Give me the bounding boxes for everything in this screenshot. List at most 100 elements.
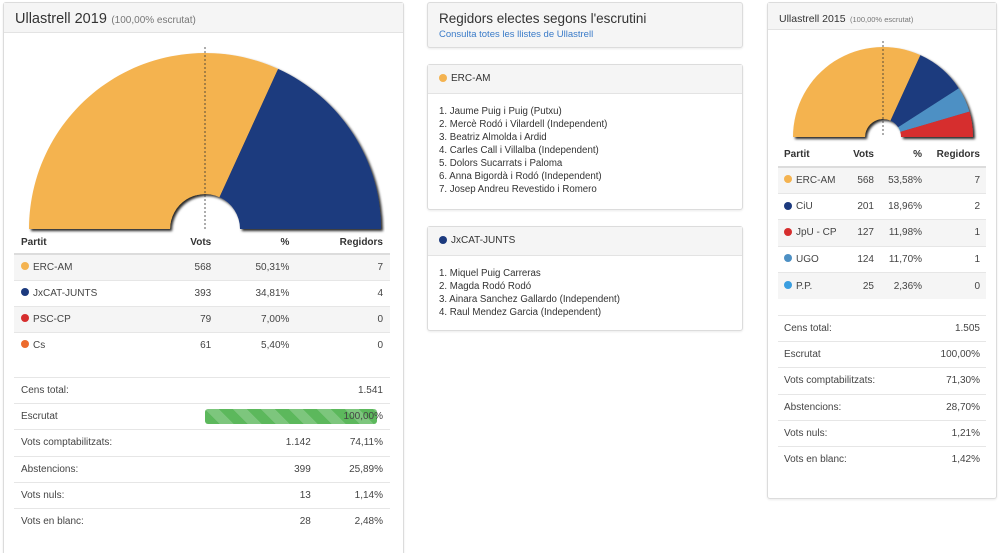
table-row: P.P. 25 2,36% 0 (778, 272, 986, 299)
stat-progress-cell (155, 403, 377, 430)
hemicycle-segment-jxcat-junts (219, 68, 381, 229)
hemicycle-segments (29, 52, 381, 230)
seats: 7 (296, 253, 390, 280)
seats: 2 (928, 192, 986, 220)
stat-label: Vots comptabilitzats: (778, 367, 917, 395)
list-header: JxCAT-JUNTS (428, 227, 742, 256)
votes: 79 (161, 305, 219, 332)
party-color-dot (784, 201, 792, 210)
stat-value: 399 (155, 455, 318, 483)
stat-row: Cens total: 1.505 (778, 314, 986, 342)
table-row: Cs 61 5,40% 0 (14, 331, 390, 358)
votes: 25 (845, 272, 880, 299)
party-results-table-2019: Partit Vots % Regidors ERC-AM 568 50,31%… (14, 232, 390, 358)
list-party-name: JxCAT-JUNTS (451, 235, 516, 246)
party-color-dot (21, 314, 29, 322)
stat-label: Abstencions: (778, 393, 917, 421)
list-header: ERC-AM (428, 65, 742, 94)
stat-pct: 1,14% (317, 481, 390, 509)
stat-row: Escrutat 100,00% (14, 403, 390, 430)
summary-stats-table-2015: Cens total: 1.505 Escrutat 100,00% Vots co… (778, 314, 986, 473)
list-item: 2. Mercè Rodó i Vilardell (Independent) (439, 119, 608, 130)
votes: 61 (161, 331, 219, 358)
stat-value: 1.142 (155, 429, 318, 457)
elected-councillors-header: Regidors electes segons l'escrutini Cons… (427, 2, 743, 48)
stat-label: Escrutat (14, 403, 156, 430)
stat-row: Vots en blanc: 28 2,48% (14, 507, 390, 535)
party-name: PSC-CP (33, 313, 71, 325)
col-header-party: Partit (778, 143, 846, 168)
party-color-dot (21, 288, 29, 296)
col-header-party: Partit (14, 232, 162, 255)
stat-pct: 1,42% (916, 445, 986, 473)
list-item: 1. Miquel Puig Carreras (439, 268, 541, 279)
stat-value (155, 376, 318, 404)
panel-header-2015: Ullastrell 2015 (100,00% escrutat) (768, 3, 996, 30)
party-color-dot (784, 281, 792, 289)
stat-label: Vots nuls: (778, 419, 917, 447)
list-item: 1. Jaume Puig i Puig (Putxu) (439, 106, 562, 117)
list-item: 4. Carles Call i Villalba (Independent) (439, 145, 599, 156)
seats: 7 (928, 166, 986, 194)
party-name: JxCAT-JUNTS (33, 287, 98, 299)
panel-subtitle-2015: (100,00% escrutat) (850, 15, 914, 24)
all-lists-link[interactable]: Consulta totes les llistes de Ullastrell (439, 29, 594, 40)
list-item: 3. Beatriz Almolda i Ardid (439, 132, 547, 143)
stat-value: 28 (155, 507, 318, 535)
col-header-pct: % (218, 232, 297, 255)
party-color-dot (439, 235, 447, 244)
councillor-list-jxcat: JxCAT-JUNTS 1. Miquel Puig Carreras 2. M… (427, 226, 743, 331)
party-name: UGO (796, 253, 819, 265)
seats: 0 (928, 272, 986, 299)
hemicycle-segment-erc-am (793, 46, 921, 137)
stat-row: Abstencions: 399 25,89% (14, 455, 390, 483)
panel-subtitle-2019: (100,00% escrutat) (111, 15, 196, 26)
col-header-votes: Vots (845, 143, 880, 168)
table-row: JpU - CP 127 11,98% 1 (778, 219, 986, 247)
list-party-name: ERC-AM (451, 73, 491, 84)
party-name: JpU - CP (796, 227, 837, 239)
table-row: PSC-CP 79 7,00% 0 (14, 305, 390, 332)
party-color-dot (21, 262, 29, 271)
party-color-dot (784, 254, 792, 263)
panel-title-2019: Ullastrell 2019 (15, 11, 107, 27)
stat-label: Cens total: (778, 314, 917, 342)
list-item: 2. Magda Rodó Rodó (439, 281, 532, 292)
stat-row: Cens total: 1.541 (14, 376, 390, 404)
percentage: 11,98% (880, 219, 929, 247)
stat-pct: 1,21% (916, 419, 986, 447)
list-item: 7. Josep Andreu Revestido i Romero (439, 184, 597, 195)
stat-label: Cens total: (14, 376, 156, 404)
stat-pct: 2,48% (317, 507, 390, 535)
stat-label: Abstencions: (14, 455, 156, 483)
party-name: P.P. (796, 280, 813, 292)
votes: 127 (845, 219, 880, 247)
stat-row: Escrutat 100,00% (778, 341, 986, 368)
stat-pct: 1.541 (317, 376, 390, 404)
stat-row: Vots comptabilitzats: 1.142 74,11% (14, 429, 390, 457)
party-name: CiU (796, 201, 813, 213)
party-color-dot (21, 340, 29, 349)
table-row: JxCAT-JUNTS 393 34,81% 4 (14, 279, 390, 306)
stat-pct: 71,30% (916, 367, 986, 395)
party-name: ERC-AM (796, 174, 836, 186)
percentage: 5,40% (218, 331, 297, 358)
party-color-dot (784, 227, 792, 236)
hemicycle-segment-ciu (890, 55, 959, 128)
summary-stats-table-2019: Cens total: 1.541 Escrutat 100,00% Vots … (14, 376, 390, 535)
hemicycle-segments (793, 46, 973, 137)
percentage: 53,58% (880, 166, 929, 194)
stat-pct: 1.505 (916, 314, 986, 342)
hemicycle-segment-ugo (898, 88, 970, 132)
stat-pct: 74,11% (317, 429, 390, 457)
stat-label: Vots en blanc: (14, 507, 156, 535)
list-item: 4. Raul Mendez Garcia (Independent) (439, 307, 602, 318)
seats: 4 (296, 279, 390, 306)
col-header-seats: Regidors (928, 143, 986, 168)
seats: 1 (928, 219, 986, 247)
col-header-seats: Regidors (296, 232, 390, 255)
percentage: 18,96% (880, 192, 929, 220)
col-header-votes: Vots (161, 232, 219, 255)
col-header-pct: % (880, 143, 929, 168)
stat-pct: 25,89% (317, 455, 390, 483)
